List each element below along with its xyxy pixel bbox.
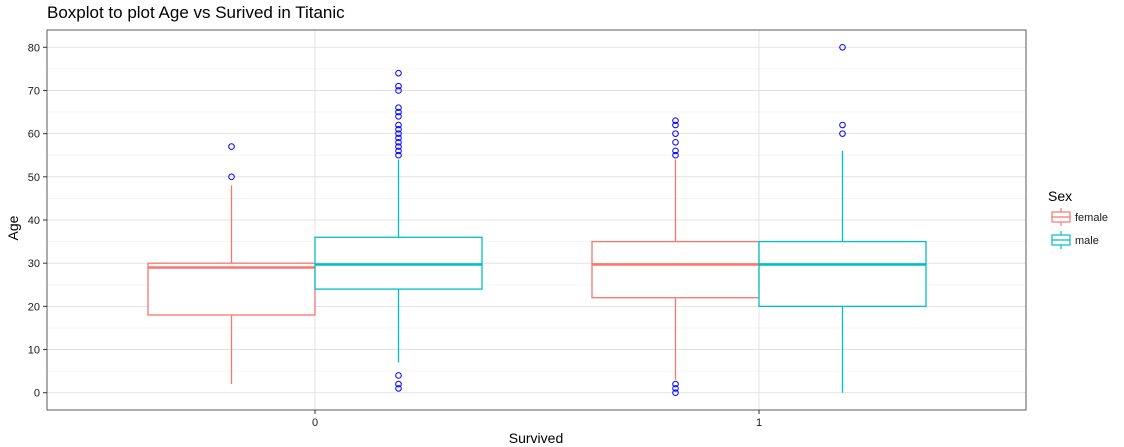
x-tick-label: 1	[756, 417, 762, 429]
box-body	[591, 240, 760, 299]
outlier-point	[672, 130, 679, 137]
outlier-point	[395, 82, 402, 90]
x-tick-label: 0	[312, 417, 318, 429]
plot-panel: 0 10 20 30 40 50 60 70 80 0 1	[28, 29, 1027, 429]
legend-label: male	[1075, 235, 1099, 247]
box-male-0	[314, 69, 483, 392]
outlier-point	[839, 43, 846, 51]
outlier-point	[395, 87, 402, 94]
legend-item-female: female	[1051, 208, 1108, 226]
outlier-point	[672, 147, 679, 155]
outlier-point	[228, 143, 235, 150]
outlier-point	[395, 138, 402, 146]
box-body	[147, 262, 316, 316]
box-male-1	[758, 43, 927, 393]
outlier-point	[395, 113, 402, 120]
outlier-point	[395, 151, 402, 159]
x-axis-title: Survived	[509, 430, 563, 446]
outlier-point	[672, 389, 679, 397]
outlier-point	[839, 130, 846, 137]
outlier-point	[395, 130, 402, 137]
outlier-point	[395, 121, 402, 129]
box-female-1	[591, 117, 760, 397]
y-tick-label: 30	[28, 258, 40, 270]
outlier-point	[672, 151, 679, 159]
outlier-point	[395, 104, 402, 112]
outlier-point	[839, 121, 846, 129]
outlier-point	[672, 380, 679, 388]
outlier-point	[395, 372, 402, 379]
outlier-point	[395, 147, 402, 155]
outlier-point	[395, 380, 402, 388]
outlier-point	[395, 143, 402, 150]
outlier-point	[228, 173, 235, 181]
outlier-point	[395, 126, 402, 133]
outlier-point	[672, 117, 679, 124]
outlier-point	[395, 385, 402, 392]
legend-title: Sex	[1048, 188, 1072, 204]
y-tick-label: 20	[28, 301, 40, 313]
y-tick-label: 70	[28, 85, 40, 97]
outlier-point	[672, 138, 679, 146]
y-tick-label: 40	[28, 215, 40, 227]
outlier-point	[395, 134, 402, 142]
y-axis-title: Age	[5, 215, 21, 240]
outlier-point	[395, 108, 402, 116]
legend-item-male: male	[1051, 231, 1099, 249]
outlier-point	[672, 121, 679, 129]
y-tick-label: 10	[28, 345, 40, 357]
chart-title: Boxplot to plot Age vs Surived in Titani…	[47, 3, 345, 22]
box-female-0	[147, 143, 316, 385]
box-body	[758, 240, 927, 308]
legend: Sex female male	[1048, 188, 1108, 249]
outlier-point	[395, 69, 402, 77]
y-tick-label: 80	[28, 42, 40, 54]
y-tick-label: 0	[34, 388, 40, 400]
legend-label: female	[1075, 212, 1108, 224]
y-tick-label: 50	[28, 172, 40, 184]
panel-border	[46, 29, 1027, 411]
y-tick-label: 60	[28, 129, 40, 141]
outlier-point	[672, 385, 679, 392]
